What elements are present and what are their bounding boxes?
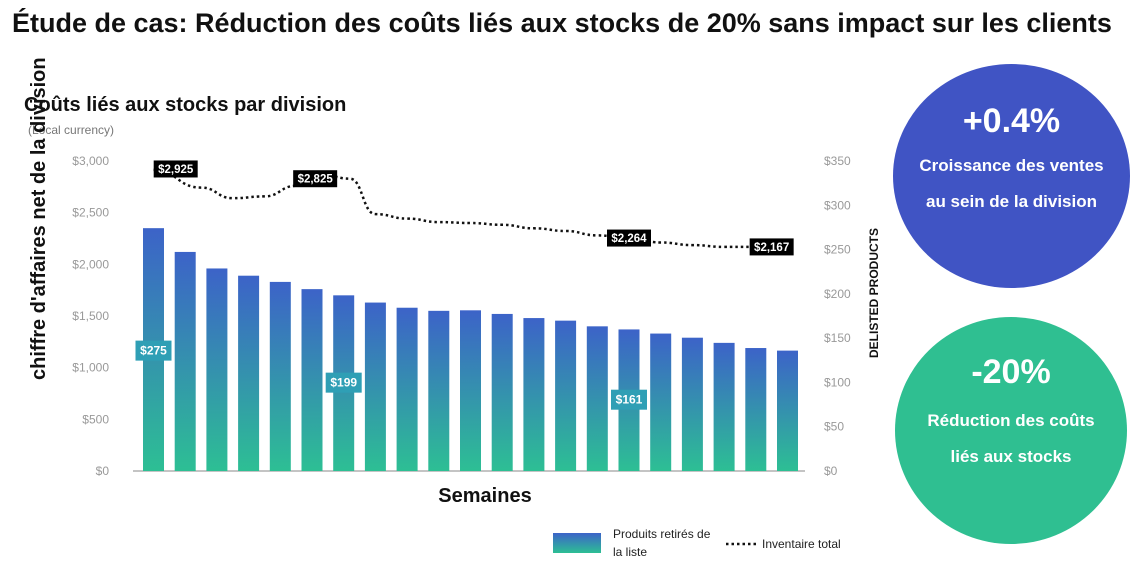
chart-title: Coûts liés aux stocks par division [24,94,346,116]
bar [460,310,481,471]
chart-subtitle: (Local currency) [28,123,114,137]
bar [650,333,672,471]
bar [745,348,767,471]
bar [555,320,577,471]
bar [174,251,196,471]
y2-tick-label: $200 [824,287,851,301]
y2-tick-label: $300 [824,198,851,212]
legend-line-label: Inventaire total [762,537,841,551]
bar-label-box [135,340,172,361]
line-label-text: $2,925 [158,164,194,176]
line-label-box [749,238,794,256]
y2-tick-label: $0 [824,464,838,478]
bar [681,337,703,471]
line-label-box [607,229,651,247]
bar [491,313,513,471]
page-title: Étude de cas: Réduction des coûts liés a… [12,8,1112,38]
bar [586,326,608,471]
line-data-label: $2,925 [153,160,198,178]
legend-bar-label: Produits retirés de la liste [613,527,714,559]
bar [269,281,291,471]
bar [396,307,418,471]
y-tick-label: $2,500 [72,206,109,220]
line-data-label: $2,264 [607,229,651,247]
line-label-box [153,160,198,178]
y-tick-label: $0 [96,464,110,478]
y-tick-label: $500 [82,412,109,426]
sales-growth-kpi: +0.4% Croissance des ventes au sein de l… [893,64,1130,288]
line-label-text: $2,167 [754,242,789,254]
y-tick-label: $1,500 [72,309,109,323]
inventory-line [153,168,788,249]
bar-label-text: $161 [616,393,643,407]
y2-tick-label: $250 [824,243,851,257]
bar-data-label: $199 [325,372,362,393]
y-tick-label: $1,000 [72,361,109,375]
line-data-label: $2,167 [749,238,794,256]
y-axis-label: chiffre d'affaires net de la division [28,57,50,380]
bar-data-label: $161 [611,389,647,410]
bar-label-box [325,372,362,393]
bar [777,350,798,471]
y-tick-label: $3,000 [72,154,109,168]
bar [364,302,386,471]
bar-label-box [611,389,647,410]
kpi-text: Croissance des ventes au sein de la divi… [919,156,1104,211]
bar-data-label: $275 [135,340,172,361]
cost-reduction-kpi: -20% Réduction des coûts liés aux stocks [895,317,1127,544]
kpi-value: -20% [971,353,1051,391]
bar [206,268,228,471]
y2-tick-label: $50 [824,420,844,434]
x-axis-label: Semaines [438,485,531,507]
line-label-text: $2,825 [298,174,334,186]
bar-label-text: $199 [330,376,357,390]
bar [301,289,323,471]
line-data-label: $2,825 [293,170,338,188]
kpi-text: Réduction des coûts liés aux stocks [927,411,1095,466]
bar [428,310,450,471]
y2-tick-label: $100 [824,375,851,389]
bar [523,318,545,471]
line-label-box [293,170,338,188]
y2-axis-label: DELISTED PRODUCTS [867,228,880,358]
bar [238,275,260,471]
line-label-text: $2,264 [611,233,647,245]
y2-tick-label: $350 [824,154,851,168]
bar-label-text: $275 [140,344,167,358]
y2-tick-label: $150 [824,331,851,345]
kpi-value: +0.4% [962,102,1061,140]
legend-bar-swatch [553,533,601,553]
y-tick-label: $2,000 [72,257,109,271]
bar [713,342,735,471]
inventory-chart: Coûts liés aux stocks par division (Loca… [24,57,880,559]
